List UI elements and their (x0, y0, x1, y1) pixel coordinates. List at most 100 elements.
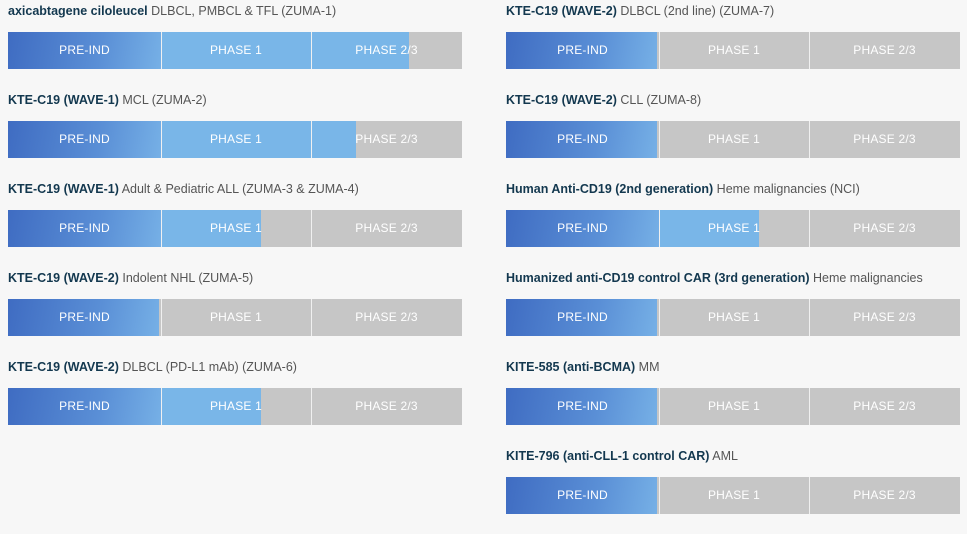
phase-divider (659, 32, 660, 69)
progress-track: PRE-IND PHASE 1 PHASE 2/3 (506, 210, 960, 247)
phase-divider (809, 32, 810, 69)
pipeline-item: axicabtagene ciloleucel DLBCL, PMBCL & T… (8, 0, 462, 89)
pipeline-item: Human Anti-CD19 (2nd generation) Heme ma… (506, 178, 960, 267)
program-name: KTE-C19 (WAVE-2) (8, 271, 119, 285)
progress-track: PRE-IND PHASE 1 PHASE 2/3 (506, 299, 960, 336)
progress-bar-pre-ind (506, 121, 658, 158)
pipeline-item-title: KTE-C19 (WAVE-2) CLL (ZUMA-8) (506, 93, 701, 107)
pipeline-item: KITE-585 (anti-BCMA) MM PRE-IND PHASE 1 PHA… (506, 356, 960, 445)
program-name: Human Anti-CD19 (2nd generation) (506, 182, 714, 196)
progress-bar-pre-ind (8, 32, 161, 69)
pipeline-item: KTE-C19 (WAVE-1) Adult & Pediatric ALL (… (8, 178, 462, 267)
progress-track: PRE-IND PHASE 1 PHASE 2/3 (506, 121, 960, 158)
program-name: KTE-C19 (WAVE-1) (8, 93, 119, 107)
indication-name: AML (712, 449, 738, 463)
phase-label: PHASE 1 (209, 132, 263, 146)
phase-label: PHASE 1 (707, 43, 761, 57)
program-name: KITE-796 (anti-CLL-1 control CAR) (506, 449, 710, 463)
phase-divider (311, 32, 312, 69)
phase-label: PHASE 2/3 (853, 399, 916, 413)
indication-name: Indolent NHL (ZUMA-5) (122, 271, 254, 285)
pipeline-item-title: KTE-C19 (WAVE-1) Adult & Pediatric ALL (… (8, 182, 359, 196)
phase-divider (161, 210, 162, 247)
phase-divider (311, 210, 312, 247)
pipeline-item: KTE-C19 (WAVE-1) MCL (ZUMA-2) PRE-IND PHAS… (8, 89, 462, 178)
pipeline-item: KITE-796 (anti-CLL-1 control CAR) AML PRE… (506, 445, 960, 534)
phase-label: PHASE 2/3 (355, 221, 418, 235)
phase-divider (161, 299, 162, 336)
phase-label: PHASE 1 (707, 399, 761, 413)
pipeline-item: KTE-C19 (WAVE-2) Indolent NHL (ZUMA-5) PR… (8, 267, 462, 356)
indication-name: Heme malignancies (NCI) (716, 182, 860, 196)
indication-name: Heme malignancies (812, 271, 923, 285)
phase-divider (311, 299, 312, 336)
indication-name: DLBCL (2nd line) (ZUMA-7) (620, 4, 775, 18)
phase-label: PRE-IND (557, 132, 608, 146)
phase-label: PHASE 2/3 (853, 221, 916, 235)
phase-divider (659, 121, 660, 158)
pipeline-item-title: Human Anti-CD19 (2nd generation) Heme ma… (506, 182, 860, 196)
phase-label: PHASE 1 (209, 399, 263, 413)
phase-label: PHASE 1 (209, 43, 263, 57)
progress-bar-pre-ind (506, 299, 658, 336)
progress-bar-fill (161, 388, 261, 425)
progress-bar-pre-ind (506, 210, 659, 247)
pipeline-item-title: KTE-C19 (WAVE-1) MCL (ZUMA-2) (8, 93, 207, 107)
phase-divider (809, 210, 810, 247)
phase-label: PHASE 2/3 (355, 310, 418, 324)
phase-label: PRE-IND (59, 43, 110, 57)
phase-label: PHASE 2/3 (853, 310, 916, 324)
progress-track: PRE-IND PHASE 1 PHASE 2/3 (506, 477, 960, 514)
phase-label: PHASE 1 (707, 488, 761, 502)
progress-bar-fill (161, 210, 261, 247)
phase-label: PHASE 1 (707, 132, 761, 146)
phase-label: PHASE 1 (209, 221, 263, 235)
phase-divider (809, 121, 810, 158)
phase-divider (809, 299, 810, 336)
phase-divider (311, 121, 312, 158)
pipeline-item-title: KTE-C19 (WAVE-2) DLBCL (2nd line) (ZUMA-… (506, 4, 774, 18)
phase-label: PHASE 2/3 (853, 132, 916, 146)
pipeline-item-title: KITE-585 (anti-BCMA) MM (506, 360, 659, 374)
pipeline-left-column: axicabtagene ciloleucel DLBCL, PMBCL & T… (8, 0, 462, 445)
phase-divider (659, 477, 660, 514)
progress-track: PRE-IND PHASE 1 PHASE 2/3 (8, 388, 462, 425)
program-name: axicabtagene ciloleucel (8, 4, 148, 18)
program-name: KTE-C19 (WAVE-2) (506, 93, 617, 107)
pipeline-item: Humanized anti-CD19 control CAR (3rd gen… (506, 267, 960, 356)
program-name: KTE-C19 (WAVE-2) (506, 4, 617, 18)
pipeline-item: KTE-C19 (WAVE-2) DLBCL (PD-L1 mAb) (ZUMA… (8, 356, 462, 445)
phase-label: PRE-IND (557, 221, 608, 235)
phase-label: PRE-IND (59, 221, 110, 235)
phase-divider (161, 121, 162, 158)
phase-label: PRE-IND (557, 310, 608, 324)
phase-label: PHASE 2/3 (853, 43, 916, 57)
phase-divider (809, 477, 810, 514)
phase-label: PHASE 1 (707, 221, 761, 235)
progress-bar-pre-ind (8, 299, 160, 336)
indication-name: MCL (ZUMA-2) (122, 93, 207, 107)
pipeline-item-title: axicabtagene ciloleucel DLBCL, PMBCL & T… (8, 4, 336, 18)
progress-bar-fill (659, 210, 759, 247)
pipeline-item-title: KTE-C19 (WAVE-2) DLBCL (PD-L1 mAb) (ZUMA… (8, 360, 297, 374)
progress-bar-pre-ind (8, 210, 161, 247)
phase-label: PRE-IND (557, 43, 608, 57)
phase-label: PRE-IND (59, 399, 110, 413)
pipeline-item: KTE-C19 (WAVE-2) CLL (ZUMA-8) PRE-IND PHAS… (506, 89, 960, 178)
phase-divider (659, 299, 660, 336)
phase-divider (161, 32, 162, 69)
phase-divider (809, 388, 810, 425)
progress-track: PRE-IND PHASE 1 PHASE 2/3 (506, 32, 960, 69)
phase-divider (161, 388, 162, 425)
indication-name: CLL (ZUMA-8) (620, 93, 702, 107)
phase-label: PRE-IND (557, 488, 608, 502)
indication-name: DLBCL, PMBCL & TFL (ZUMA-1) (151, 4, 337, 18)
progress-track: PRE-IND PHASE 1 PHASE 2/3 (8, 121, 462, 158)
progress-track: PRE-IND PHASE 1 PHASE 2/3 (506, 388, 960, 425)
phase-label: PRE-IND (59, 310, 110, 324)
pipeline-item: KTE-C19 (WAVE-2) DLBCL (2nd line) (ZUMA-… (506, 0, 960, 89)
progress-bar-pre-ind (8, 121, 161, 158)
progress-bar-pre-ind (506, 388, 658, 425)
pipeline-item-title: Humanized anti-CD19 control CAR (3rd gen… (506, 271, 923, 285)
progress-bar-fill (161, 121, 357, 158)
